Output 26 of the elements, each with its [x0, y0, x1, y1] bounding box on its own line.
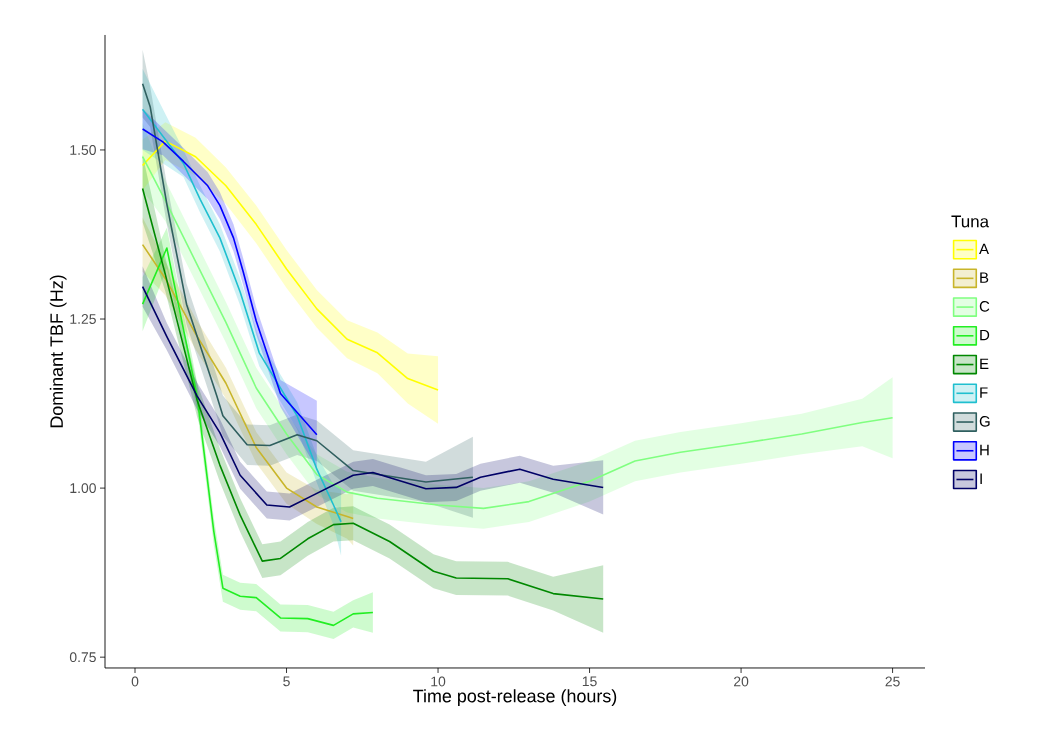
x-tick-label: 25 [885, 676, 900, 687]
x-tick-label: 15 [582, 676, 597, 687]
line-series [141, 128, 318, 436]
line-series [141, 140, 439, 391]
legend-title: Tuna [951, 215, 990, 228]
x-tick-label: 5 [283, 676, 290, 687]
legend-label: I [980, 473, 982, 484]
y-axis-title: Dominant TBF (Hz) [49, 275, 67, 428]
legend-label: C [979, 301, 990, 312]
line-series [141, 243, 354, 520]
y-tick-label: 1.50 [70, 145, 96, 155]
legend-label: G [979, 416, 990, 427]
line-series [141, 108, 342, 523]
x-axis-title: Time post-release (hours) [413, 689, 617, 706]
x-tick-label: 10 [431, 676, 446, 687]
legend-label: F [980, 387, 988, 398]
y-tick-label: 0.75 [69, 652, 96, 663]
x-tick-label: 20 [734, 676, 749, 687]
x-tick-label: 0 [131, 676, 139, 687]
legend-label: D [980, 329, 990, 341]
legend-label: B [980, 272, 989, 283]
legend-label: E [980, 358, 989, 369]
legend-label: A [979, 243, 989, 254]
y-tick-label: 1.25 [70, 314, 96, 324]
y-tick-label: 1.00 [70, 483, 96, 494]
legend-label: H [980, 444, 989, 456]
